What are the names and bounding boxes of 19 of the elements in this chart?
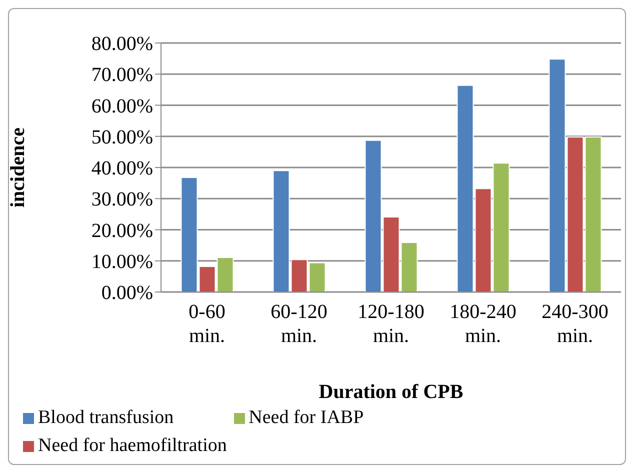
y-tick-label: 10.00% [91, 250, 153, 273]
y-tick-label: 60.00% [91, 95, 153, 118]
x-tick-label: 120-180 min. [358, 301, 424, 347]
y-tick-label: 20.00% [91, 220, 153, 242]
y-tick-label: 0.00% [101, 282, 153, 304]
legend-label: Need for IABP [248, 407, 364, 428]
x-axis-title: Duration of CPB [318, 381, 464, 403]
y-axis-title: incidence [7, 127, 30, 208]
y-tick-label: 50.00% [91, 126, 153, 148]
legend-label: Blood transfusion [38, 407, 174, 428]
y-tick-label: 40.00% [91, 158, 153, 180]
y-tick-label: 80.00% [91, 33, 153, 56]
x-tick-label: 180-240 min. [450, 301, 516, 347]
x-tick-label: 60-120 min. [270, 301, 328, 347]
y-tick-label: 30.00% [91, 188, 153, 211]
legend-label: Need for haemofiltration [38, 435, 227, 456]
x-tick-label: 240-300 min. [542, 301, 608, 347]
x-tick-label: 0-60 min. [188, 301, 226, 347]
y-tick-label: 70.00% [91, 64, 153, 86]
